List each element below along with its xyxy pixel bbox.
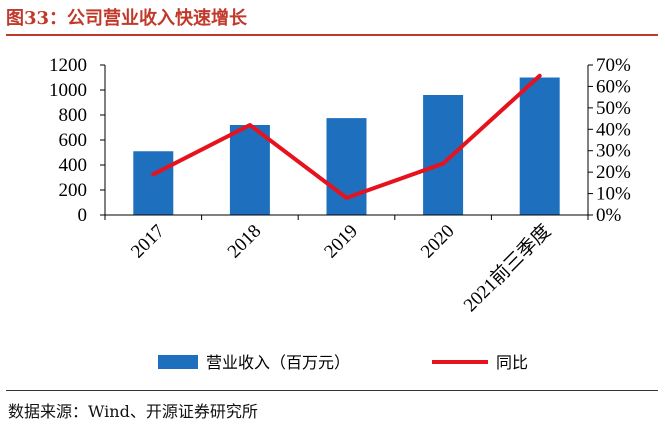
- x-category-label: 2019: [320, 221, 362, 263]
- figure-title: 图33：公司营业收入快速增长: [6, 8, 248, 29]
- x-category-label: 2021前三季度: [459, 220, 555, 316]
- right-tick-label: 10%: [596, 184, 631, 205]
- right-tick-label: 70%: [596, 55, 631, 76]
- revenue-bar-2017: [133, 151, 174, 215]
- right-tick-label: 50%: [596, 98, 631, 119]
- left-tick-label: 1200: [49, 55, 87, 76]
- source-divider: [6, 390, 658, 391]
- left-tick-label: 0: [78, 205, 88, 226]
- legend-bar-label: 营业收入（百万元）: [206, 353, 350, 372]
- revenue-bar-2020: [423, 95, 464, 215]
- right-tick-label: 30%: [596, 141, 631, 162]
- x-category-label: 2018: [224, 221, 266, 263]
- left-tick-label: 800: [59, 105, 88, 126]
- right-tick-label: 60%: [596, 76, 631, 97]
- revenue-bar-2019: [326, 118, 367, 215]
- source-note: 数据来源：Wind、开源证券研究所: [8, 402, 258, 421]
- left-tick-label: 1000: [49, 80, 87, 101]
- right-tick-label: 20%: [596, 162, 631, 183]
- revenue-bar-2021前三季度: [519, 77, 560, 215]
- legend-bar-swatch: [158, 355, 198, 369]
- revenue-bar-2018: [229, 125, 270, 215]
- title-underline: [6, 34, 658, 36]
- x-category-label: 2017: [127, 221, 169, 263]
- legend-line-label: 同比: [496, 353, 528, 372]
- right-tick-label: 0%: [596, 205, 622, 226]
- left-tick-label: 200: [59, 180, 88, 201]
- left-tick-label: 600: [59, 130, 88, 151]
- right-tick-label: 40%: [596, 119, 631, 140]
- left-tick-label: 400: [59, 155, 88, 176]
- x-category-label: 2020: [417, 221, 459, 263]
